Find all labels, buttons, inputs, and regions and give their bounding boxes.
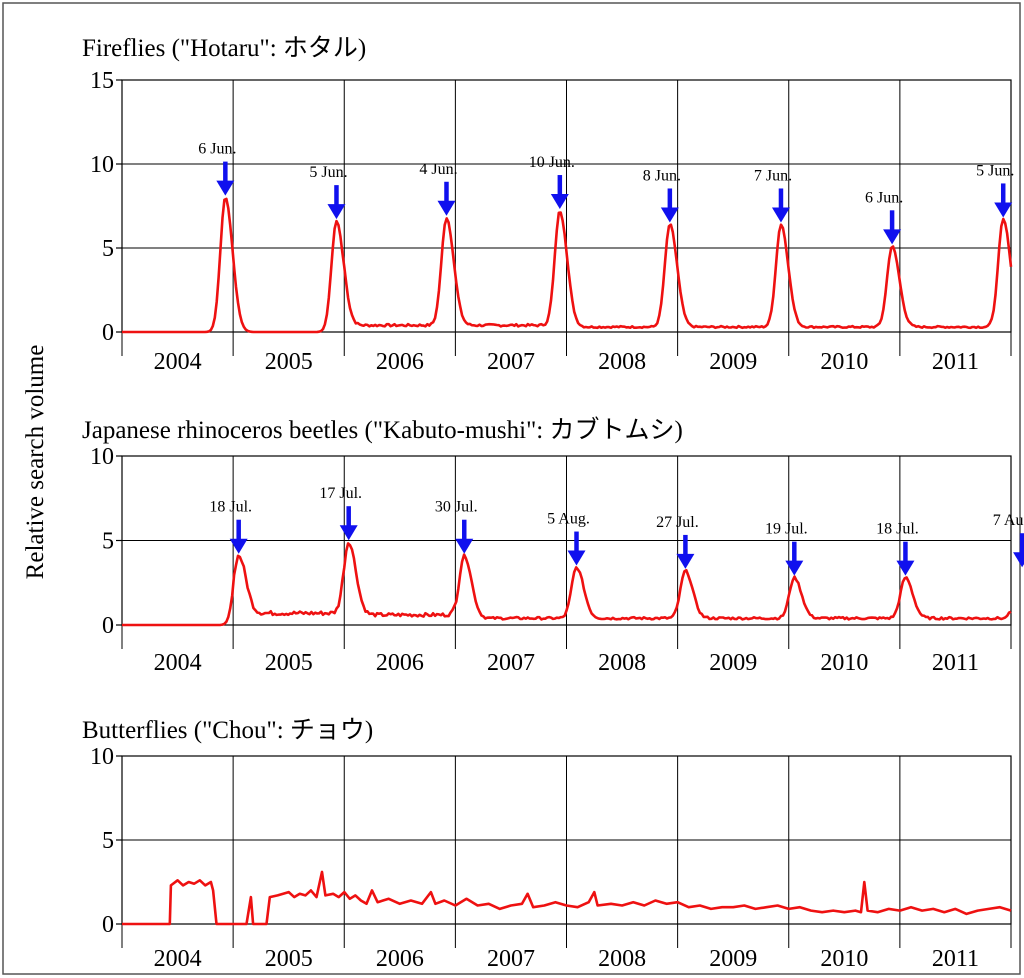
peak-date-label: 18 Jul. bbox=[209, 499, 252, 516]
x-tick-label: 2005 bbox=[265, 650, 313, 676]
peak-date-label: 7 Aug. bbox=[993, 512, 1024, 529]
x-tick-label: 2010 bbox=[820, 349, 868, 375]
panel-rhinoceros-beetles: Japanese rhinoceros beetles ("Kabuto-mus… bbox=[82, 416, 1024, 676]
y-axis-label: Relative search volume bbox=[22, 345, 49, 580]
peak-arrow-head bbox=[771, 207, 790, 223]
peak-arrow-head bbox=[883, 229, 902, 245]
panel-title: Butterflies ("Chou": チョウ) bbox=[82, 717, 373, 744]
peak-date-label: 5 Jun. bbox=[976, 162, 1014, 179]
peak-date-label: 19 Jul. bbox=[765, 521, 808, 538]
x-tick-label: 2011 bbox=[932, 946, 979, 972]
peak-date-label: 27 Jul. bbox=[656, 514, 699, 531]
peak-arrow-head bbox=[216, 180, 235, 196]
x-tick-label: 2006 bbox=[376, 650, 424, 676]
x-tick-label: 2005 bbox=[265, 946, 313, 972]
x-tick-label: 2011 bbox=[932, 650, 979, 676]
x-tick-label: 2005 bbox=[265, 349, 313, 375]
peak-date-label: 7 Jun. bbox=[754, 167, 792, 184]
peak-date-label: 17 Jul. bbox=[319, 485, 362, 502]
x-tick-label: 2007 bbox=[487, 349, 535, 375]
x-tick-label: 2008 bbox=[598, 650, 646, 676]
panel-title: Fireflies ("Hotaru": ホタル) bbox=[82, 35, 366, 62]
peak-arrow-head bbox=[785, 560, 804, 576]
peak-date-label: 6 Jun. bbox=[865, 189, 903, 206]
peak-arrow-head bbox=[339, 525, 358, 541]
peak-arrow-head bbox=[327, 204, 346, 220]
x-tick-label: 2004 bbox=[154, 349, 202, 375]
peak-date-label: 10 Jun. bbox=[529, 154, 575, 171]
y-tick-label: 10 bbox=[90, 444, 114, 470]
x-tick-label: 2011 bbox=[932, 349, 979, 375]
x-tick-label: 2008 bbox=[598, 349, 646, 375]
y-tick-label: 15 bbox=[90, 68, 114, 94]
peak-arrow-head bbox=[567, 550, 586, 566]
y-tick-label: 5 bbox=[102, 828, 114, 854]
peak-arrow-head bbox=[229, 538, 248, 554]
peak-date-label: 30 Jul. bbox=[435, 499, 478, 516]
x-tick-label: 2010 bbox=[820, 946, 868, 972]
x-tick-label: 2008 bbox=[598, 946, 646, 972]
x-tick-label: 2007 bbox=[487, 650, 535, 676]
panel-title: Japanese rhinoceros beetles ("Kabuto-mus… bbox=[82, 416, 683, 444]
series-line bbox=[122, 197, 1013, 334]
x-tick-label: 2004 bbox=[154, 650, 202, 676]
x-tick-label: 2010 bbox=[820, 650, 868, 676]
peak-arrow-head bbox=[455, 538, 474, 554]
x-tick-label: 2009 bbox=[709, 349, 757, 375]
series-line bbox=[122, 870, 1012, 926]
peak-date-label: 5 Jun. bbox=[309, 164, 347, 181]
peak-date-label: 18 Jul. bbox=[876, 521, 919, 538]
y-tick-label: 0 bbox=[102, 912, 114, 938]
peak-arrow-head bbox=[550, 194, 569, 210]
y-tick-label: 0 bbox=[102, 320, 114, 346]
peak-date-label: 6 Jun. bbox=[198, 141, 236, 158]
y-tick-label: 5 bbox=[102, 529, 114, 555]
peak-arrow-head bbox=[676, 553, 695, 569]
peak-arrow-head bbox=[1013, 552, 1024, 568]
x-tick-label: 2006 bbox=[376, 946, 424, 972]
x-tick-label: 2009 bbox=[709, 946, 757, 972]
peak-arrow-head bbox=[660, 207, 679, 223]
y-tick-label: 0 bbox=[102, 613, 114, 639]
peak-date-label: 4 Jun. bbox=[419, 161, 457, 178]
x-tick-label: 2009 bbox=[709, 650, 757, 676]
peak-arrow-head bbox=[896, 560, 915, 576]
peak-arrow-head bbox=[994, 202, 1013, 218]
y-tick-label: 10 bbox=[90, 744, 114, 770]
series-line bbox=[122, 542, 1012, 627]
x-tick-label: 2007 bbox=[487, 946, 535, 972]
panel-butterflies: Butterflies ("Chou": チョウ) 0 5 10 2004 2005 200… bbox=[82, 717, 1012, 972]
peak-arrow-head bbox=[437, 200, 456, 216]
peak-date-label: 8 Jun. bbox=[643, 167, 681, 184]
peak-date-label: 5 Aug. bbox=[547, 511, 590, 528]
x-tick-label: 2004 bbox=[154, 946, 202, 972]
y-tick-label: 10 bbox=[90, 152, 114, 178]
panel-fireflies: Fireflies ("Hotaru": ホタル) 0 5 10 15 2004 2005 2… bbox=[82, 35, 1014, 375]
y-tick-label: 5 bbox=[102, 236, 114, 262]
x-tick-label: 2006 bbox=[376, 349, 424, 375]
